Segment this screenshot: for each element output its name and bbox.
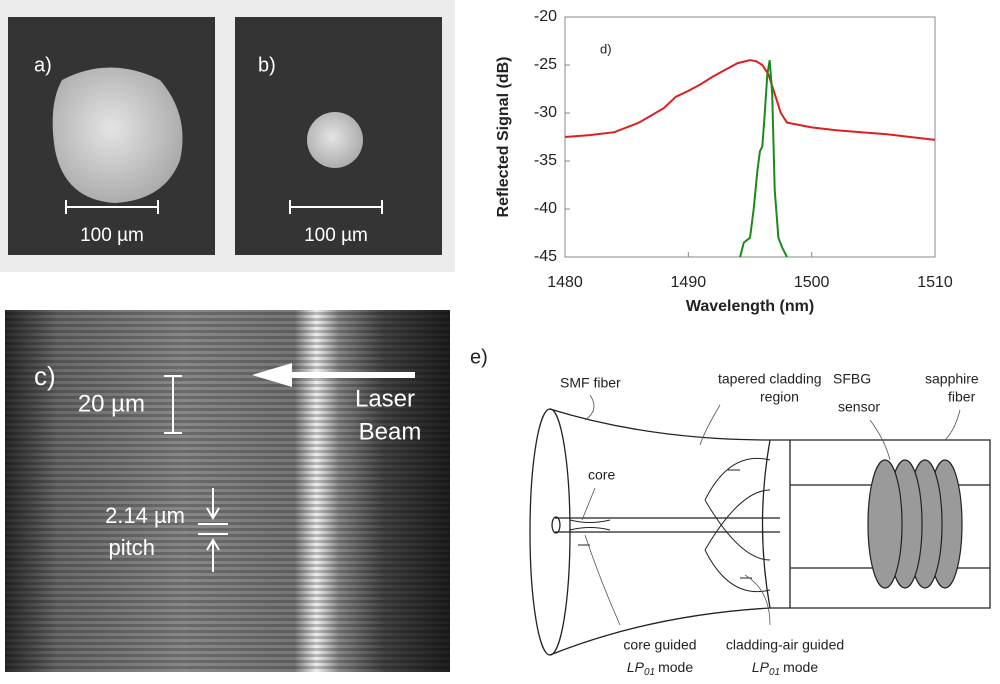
scale-bar [289,200,383,214]
label: tapered cladding [718,371,822,387]
x-tick-label: 1500 [794,274,830,291]
panel-label: c) [34,361,56,391]
x-axis-label: Wavelength (nm) [686,298,814,315]
scale-label: 20 µm [78,390,145,417]
fiber-section-b [307,112,363,168]
label: region [760,389,799,405]
pitch-value: 2.14 µm [105,503,185,528]
fiber-section-a [52,67,183,203]
label: cladding-air guided [726,637,844,653]
x-tick-label: 1480 [547,274,583,291]
label: core [588,467,615,483]
panel-label: a) [34,54,52,76]
x-tick-label: 1490 [671,274,707,291]
series-line [564,59,936,141]
panel-label: e) [470,346,488,368]
fiber-diagram [529,408,991,656]
beam-arrowhead [252,363,292,387]
lp-sub: 01 [769,667,780,678]
plot-frame [564,16,936,258]
scale-label: 100 µm [80,225,144,246]
label: fiber [948,389,976,405]
annotation: d) [600,41,612,56]
x-tick-label: 1510 [917,274,953,291]
y-tick-label: -35 [534,152,557,169]
label: LP01 mode [752,659,818,678]
label: SFBG [833,371,871,387]
y-tick-label: -30 [534,104,557,121]
scale-bar [65,200,159,214]
mode: mode [783,659,818,675]
pitch-label: pitch [109,535,155,560]
y-tick-label: -45 [534,248,557,265]
label: SMF fiber [560,375,621,391]
grating-fringes [5,310,450,672]
sfbg-gratings [867,459,963,589]
lp: LP [752,659,770,675]
pitch-arrows [198,488,228,572]
scale-bar [164,375,182,434]
chart-d: d) Wavelength (nm) Reflected Signal (dB)… [495,8,953,315]
mode: mode [658,659,693,675]
label: core guided [623,637,696,653]
beam-label: Laser [355,385,415,412]
beam-label: Beam [359,418,422,445]
leader-lines [581,394,961,626]
panel-label: b) [258,54,276,76]
y-tick-label: -20 [534,8,557,25]
label: sapphire [925,371,979,387]
y-tick-label: -40 [534,200,557,217]
lp: LP [627,659,645,675]
series-line [739,60,788,258]
y-tick-label: -25 [534,56,557,73]
lp-sub: 01 [644,667,655,678]
y-axis-label: Reflected Signal (dB) [495,57,512,218]
label: sensor [838,399,880,415]
scale-label: 100 µm [304,225,368,246]
label: LP01 mode [627,659,693,678]
